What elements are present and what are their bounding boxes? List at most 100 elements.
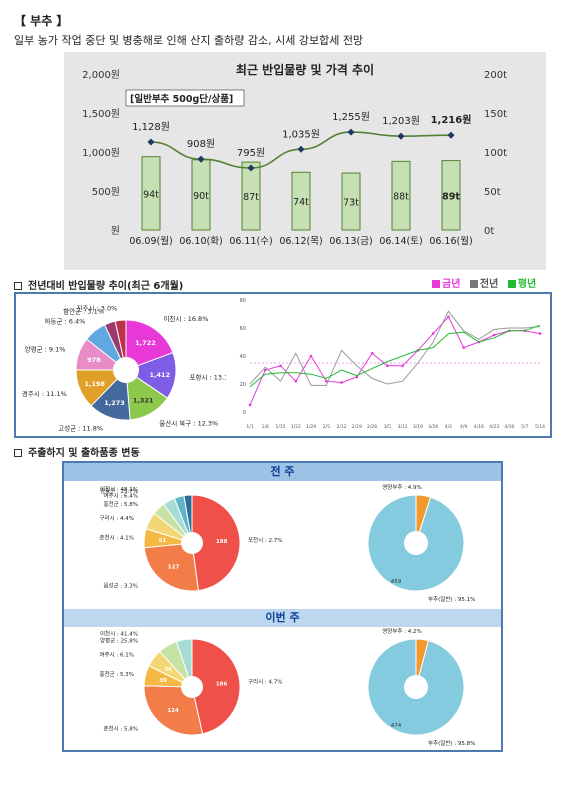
prev-pie-hole: [181, 532, 203, 554]
price-data-label: 1,203원: [382, 115, 420, 127]
left-axis-tick: 원: [111, 225, 120, 237]
price-data-label: 908원: [187, 138, 215, 150]
trend-x-tick: 3/19: [413, 424, 423, 430]
trend-y-tick: 40: [240, 354, 246, 360]
this-pie-label: 홍천군 : 5.3%: [99, 670, 134, 678]
prev-pie-label: 양평군 : 25.7%: [100, 487, 138, 495]
origin-pie-chart: 1,722 이천시 : 16.8% 1,412 포항시 : 13.1% 1,321 울산시…: [22, 303, 226, 432]
price-marker: [347, 128, 355, 136]
prev-pie-label: 음성군 : 3.3%: [103, 581, 138, 589]
volume-data-label: 90t: [193, 191, 209, 202]
trend-line-chart: 80 60 40 20 0 1/1 1/8 1/15 1/22 1/29 2/5 2/12 2/19 2/…: [240, 298, 546, 430]
origin-pie-label: 이천시 : 16.8%: [163, 314, 208, 323]
trend-x-tick: 2/19: [352, 424, 362, 430]
prev-pie-label: 춘천시 : 4.1%: [99, 534, 134, 542]
trend-point: [492, 333, 496, 337]
origin-pie-label: 함안군 : 3.1%: [63, 306, 104, 315]
trend-point: [355, 375, 359, 379]
x-axis-tick: 06.16(월): [429, 235, 472, 247]
legend-swatch-icon: [469, 280, 478, 288]
trend-x-tick: 3/12: [398, 424, 408, 430]
x-axis-tick: 06.14(토): [379, 236, 422, 247]
origin-pie-slice: [125, 319, 174, 371]
chart-note: [일반부추 500g단/상품]: [130, 93, 233, 105]
x-axis-tick: 06.10(화): [179, 236, 222, 247]
this-pie-label: 여주시 : 6.1%: [99, 651, 134, 659]
origin-pie-label: 양평군 : 9.1%: [25, 345, 66, 354]
legend-this-year: 금년: [432, 279, 460, 290]
right-axis-tick: 100t: [484, 148, 507, 159]
left-axis-tick: 1,500원: [82, 108, 120, 120]
trend-y-tick: 0: [243, 410, 246, 416]
prev-pie-value: 127: [168, 564, 180, 570]
trend-x-tick: 1/1: [246, 424, 253, 430]
trend-series-line: [249, 324, 541, 388]
price-volume-chart-svg: 최근 반입물량 및 가격 추이 [일반부추 500g단/상품] 2,000원 1,…: [82, 62, 507, 247]
section-heading-origin-text: 주출하지 및 출하품종 변동: [28, 448, 140, 459]
origin-pie-label: 포항시 : 13.1%: [190, 373, 226, 382]
trend-series-line: [249, 315, 541, 406]
this-pie-value: 36: [164, 667, 172, 673]
left-axis-tick: 2,000원: [82, 69, 120, 81]
right-axis-tick: 200t: [484, 70, 507, 81]
trend-point: [340, 381, 343, 384]
this-pie-label: 양평군 : 25.8%: [100, 637, 138, 645]
chart-note-box: [125, 89, 245, 107]
volume-data-label: 89t: [442, 191, 460, 202]
this-pie-value: 124: [167, 708, 179, 714]
this-pie-label: 춘천시 : 5.8%: [103, 725, 138, 733]
trend-y-tick: 80: [240, 298, 246, 304]
trend-x-tick: 2/5: [323, 424, 330, 430]
volume-data-label: 73t: [343, 198, 359, 209]
trend-point: [431, 332, 435, 335]
page-title: 【 부추 】: [14, 14, 69, 28]
origin-pie-label: 울산시 북구 : 12.3%: [159, 419, 218, 428]
trend-point: [309, 354, 313, 358]
prev-pie-value: 188: [216, 539, 228, 545]
this-variety-label: 영양부추 : 4.2%: [382, 627, 422, 635]
prev-pie-slice: [191, 494, 241, 592]
volume-bar: [341, 172, 361, 231]
origin-pie-hole: [113, 357, 139, 383]
prev-pie-label: 홍천군 : 5.8%: [103, 500, 138, 508]
checkbox-icon: [14, 449, 22, 457]
trend-x-tick: 5/14: [535, 424, 545, 430]
prev-variety-label: 영양부추 : 4.9%: [382, 483, 422, 491]
this-pie-value: 39: [159, 678, 167, 684]
trend-point: [538, 332, 542, 335]
this-pie-label: 구리시 : 4.7%: [248, 678, 283, 686]
legend-normal-year-label: 평년: [517, 279, 537, 290]
trend-x-tick: 1/29: [306, 424, 316, 430]
prev-variety-label: 부추(일반) : 95.1%: [428, 595, 475, 603]
volume-bar: [241, 161, 261, 231]
prev-pie-slice: [183, 494, 193, 544]
legend-swatch-icon: [507, 280, 516, 288]
trend-x-tick: 4/30: [504, 424, 514, 430]
origin-pie-label: 하동군 : 6.4%: [45, 317, 86, 326]
this-pie-slice: [143, 685, 204, 736]
price-marker: [397, 132, 405, 140]
right-axis-tick: 150t: [484, 109, 507, 120]
volume-data-label: 88t: [393, 192, 409, 203]
this-variety-value: 474: [391, 723, 402, 729]
this-pie-hole: [181, 676, 203, 698]
volume-data-label: 87t: [243, 192, 259, 203]
origin-pie-value: 1,722: [135, 339, 156, 347]
this-pie-value: 186: [216, 682, 228, 688]
origin-variety-panel: 전 주 188 포천시 : 2.7% 127 음성군 : 3.3% 51 춘천시 : 4.…: [62, 461, 503, 752]
prev-variety-hole: [404, 531, 428, 555]
prev-pie-label: 포천시 : 2.7%: [248, 536, 283, 544]
volume-bar: [391, 160, 411, 231]
price-data-label: 1,128원: [132, 121, 170, 133]
trend-x-tick: 4/2: [445, 424, 452, 430]
trend-legend: 금년 전년 평년: [426, 275, 536, 290]
checkbox-icon: [14, 282, 22, 290]
x-axis-tick: 06.09(월): [129, 235, 172, 247]
prev-pie-label: 여주시 : 6.4%: [103, 492, 138, 500]
trend-point: [386, 364, 389, 368]
band-this-week: 이번 주: [64, 609, 501, 627]
trend-x-tick: 3/26: [428, 424, 438, 430]
origin-pie-label: 진주시 : 3.0%: [76, 303, 117, 312]
price-marker: [297, 145, 305, 153]
trend-point: [279, 364, 282, 368]
